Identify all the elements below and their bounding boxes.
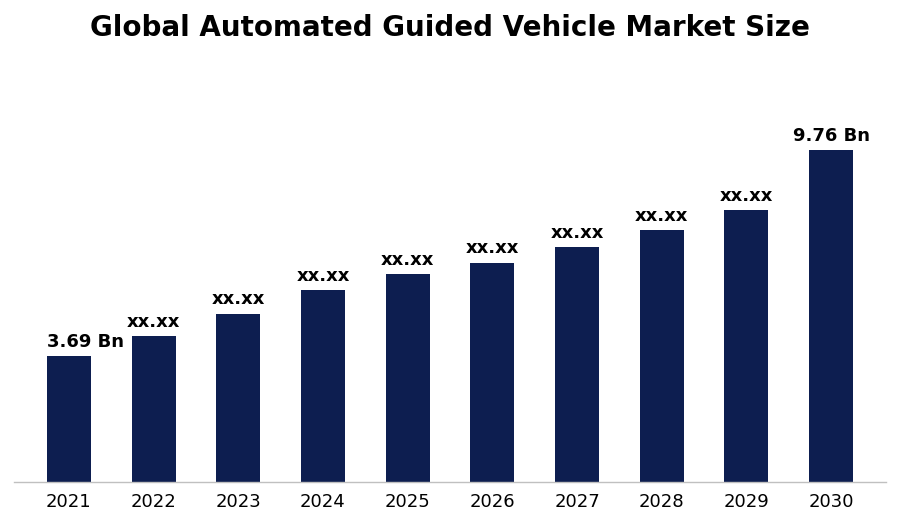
Bar	[724, 210, 769, 482]
Bar	[809, 150, 853, 482]
Text: xx.xx: xx.xx	[465, 239, 519, 257]
Text: xx.xx: xx.xx	[127, 312, 180, 331]
Bar	[555, 247, 599, 482]
Bar	[131, 335, 176, 482]
Bar	[640, 230, 684, 482]
Title: Global Automated Guided Vehicle Market Size: Global Automated Guided Vehicle Market S…	[90, 14, 810, 42]
Text: xx.xx: xx.xx	[381, 251, 435, 269]
Text: xx.xx: xx.xx	[550, 224, 604, 242]
Text: xx.xx: xx.xx	[212, 290, 265, 309]
Bar	[471, 262, 515, 482]
Bar	[216, 313, 260, 482]
Text: xx.xx: xx.xx	[720, 187, 773, 205]
Bar	[301, 290, 345, 482]
Text: 9.76 Bn: 9.76 Bn	[793, 127, 869, 145]
Text: xx.xx: xx.xx	[296, 267, 350, 285]
Bar	[385, 275, 429, 482]
Bar	[47, 356, 91, 482]
Text: 3.69 Bn: 3.69 Bn	[47, 333, 124, 351]
Text: xx.xx: xx.xx	[635, 207, 688, 225]
